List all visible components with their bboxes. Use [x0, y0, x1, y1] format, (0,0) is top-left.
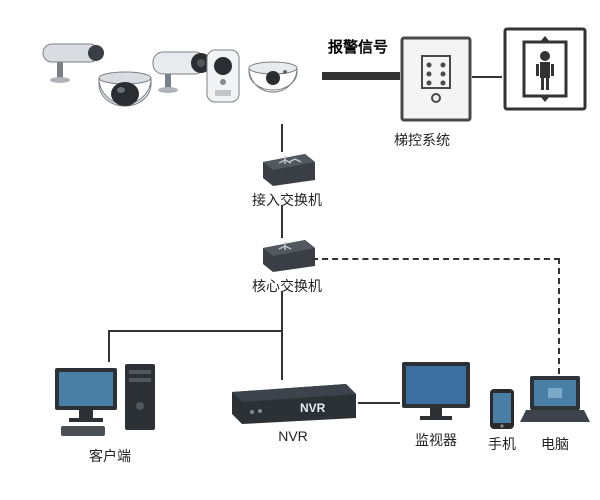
- client-label: 客户端: [55, 446, 165, 466]
- line-to-client: [108, 330, 110, 362]
- elevator-control-panel: [400, 36, 472, 122]
- line-branch: [108, 330, 283, 332]
- phone-label: 手机: [484, 434, 520, 454]
- elev-text: 梯控系统: [394, 132, 450, 148]
- elevator-icon: [502, 26, 588, 112]
- elev-svg: [502, 26, 588, 112]
- line-alarm: [322, 72, 400, 80]
- nvr-device: NVR NVR: [228, 380, 358, 444]
- nvr-badge: NVR: [300, 401, 326, 415]
- line-to-nvr: [281, 330, 283, 380]
- phone-device: 手机: [484, 388, 520, 454]
- monitor-svg: [400, 360, 472, 426]
- dash-right-down: [558, 258, 560, 374]
- access-switch-label: 接入交换机: [252, 190, 322, 210]
- laptop-device: 电脑: [520, 374, 590, 454]
- nvr-label: NVR: [228, 428, 358, 444]
- cameras-svg: [35, 28, 315, 128]
- panel-svg: [400, 36, 472, 122]
- client-pc: 客户端: [55, 362, 165, 466]
- line-cam-access: [281, 124, 283, 152]
- client-svg: [55, 362, 165, 442]
- monitor-label: 监视器: [400, 430, 472, 450]
- core-switch-label: 核心交换机: [252, 276, 322, 296]
- laptop-label: 电脑: [520, 434, 590, 454]
- access-switch: 接入交换机: [252, 152, 322, 210]
- line-panel-elev: [472, 76, 502, 78]
- monitor-device: 监视器: [400, 360, 472, 450]
- line-access-core: [281, 206, 283, 238]
- alarm-signal-label: 报警信号: [328, 36, 388, 57]
- nvr-svg: NVR: [228, 380, 358, 424]
- line-nvr-monitor: [358, 402, 400, 404]
- laptop-svg: [520, 374, 590, 430]
- access-switch-svg: [257, 152, 317, 186]
- line-core-down: [281, 292, 283, 330]
- camera-cluster: [35, 28, 315, 128]
- core-switch: 核心交换机: [252, 238, 322, 296]
- core-switch-svg: [257, 238, 317, 272]
- dash-core-right: [312, 258, 560, 260]
- phone-svg: [489, 388, 515, 430]
- alarm-text: 报警信号: [328, 39, 388, 56]
- elevator-control-label: 梯控系统: [394, 130, 450, 150]
